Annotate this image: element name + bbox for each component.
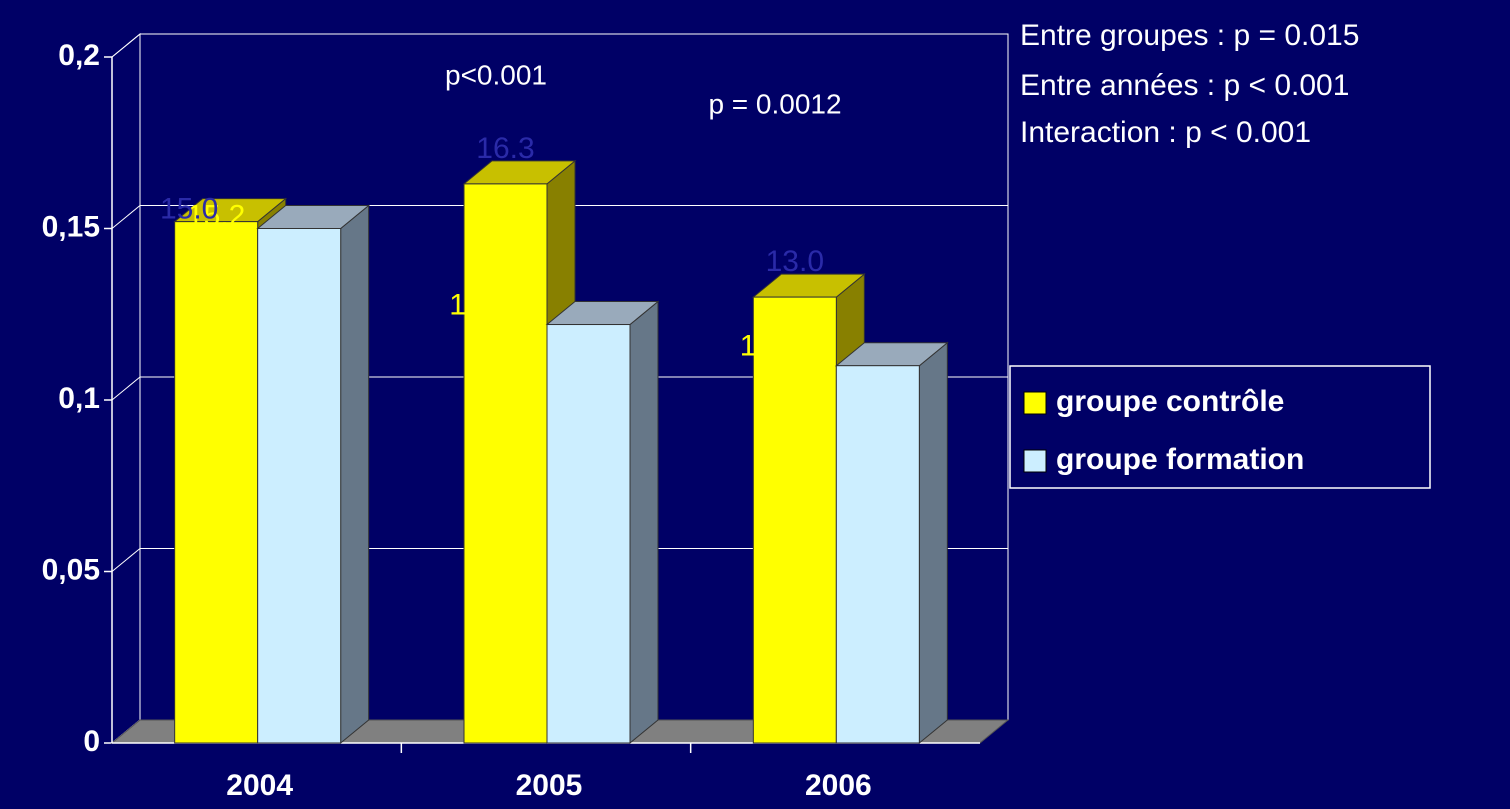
- annotation: p = 0.0012: [708, 88, 841, 119]
- grid-line: [111, 33, 141, 58]
- stats-text: Interaction : p < 0.001: [1020, 116, 1311, 149]
- data-label: 12.2: [449, 288, 507, 321]
- stats-text: Entre années : p < 0.001: [1020, 69, 1349, 102]
- grid-line: [111, 205, 141, 229]
- legend-box: [1009, 365, 1431, 489]
- y-tick-label: 0: [83, 725, 100, 758]
- data-label: 11.0: [740, 330, 796, 363]
- bar-side: [629, 300, 659, 745]
- data-label: 16.3: [476, 132, 534, 165]
- y-tick-label: 0,05: [42, 553, 100, 586]
- y-tick-label: 0,2: [58, 39, 100, 72]
- x-tick-label: 2004: [226, 769, 293, 802]
- bar-side: [918, 341, 948, 745]
- y-tick-label: 0,1: [58, 382, 100, 415]
- data-label: 15.2: [187, 200, 245, 233]
- stats-text: Entre groupes : p = 0.015: [1020, 19, 1359, 52]
- legend-label: groupe contrôle: [1056, 385, 1284, 418]
- x-tick-label: 2006: [805, 769, 872, 802]
- legend-label: groupe formation: [1056, 443, 1304, 476]
- bar: [546, 324, 631, 744]
- data-label: 13.0: [766, 245, 824, 278]
- annotation: p<0.001: [445, 59, 547, 90]
- legend-swatch: [1023, 449, 1047, 473]
- bar: [835, 365, 920, 744]
- bar: [174, 221, 259, 744]
- bar-side: [340, 204, 370, 745]
- bar: [752, 296, 837, 744]
- grid-line: [111, 376, 141, 401]
- x-tick-label: 2005: [516, 769, 583, 802]
- bar: [463, 183, 548, 744]
- legend-swatch: [1023, 391, 1047, 415]
- bar: [257, 228, 342, 744]
- data-label: 15.0: [160, 192, 218, 225]
- y-tick-label: 0,15: [42, 210, 100, 243]
- grid-line: [111, 548, 141, 572]
